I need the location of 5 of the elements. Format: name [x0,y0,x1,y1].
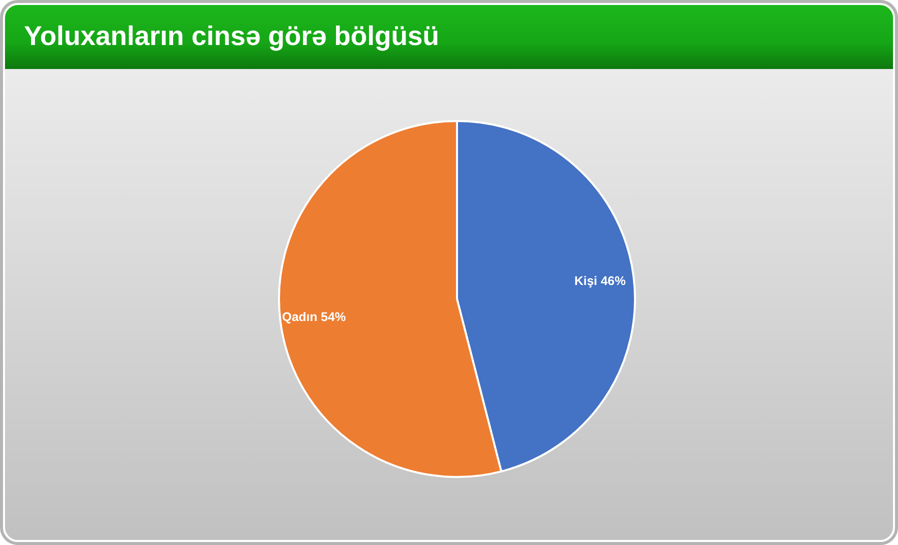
data-label: 54% [317,310,346,324]
slice-label: Kişi [574,274,598,288]
slice-label: Qadın [282,310,318,324]
chart-title: Yoluxanların cinsə görə bölgüsü [24,21,440,51]
data-label: 46% [597,274,626,288]
